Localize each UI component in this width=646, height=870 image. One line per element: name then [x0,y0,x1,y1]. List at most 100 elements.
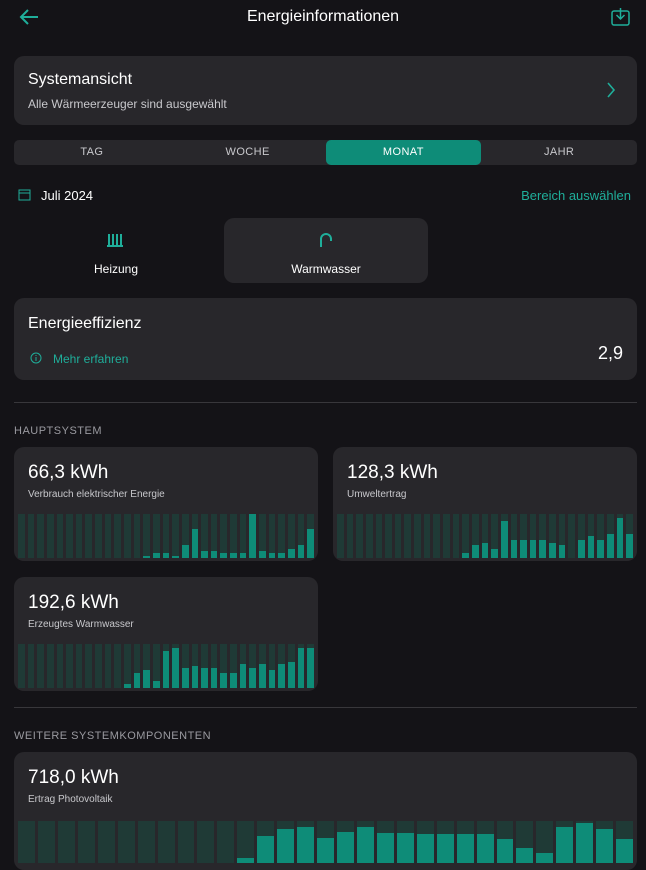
bar-track [56,644,64,688]
bar-track [462,514,469,558]
bar-track [220,514,228,558]
bar-track [337,821,354,863]
bar [133,672,141,688]
bar-track [346,514,354,558]
bar-track [520,514,527,558]
bar-track [268,644,276,688]
bar [152,681,160,688]
bar [259,663,266,688]
bar [278,663,285,688]
bar-track [18,821,35,863]
tab[interactable]: WOCHE [225,146,270,158]
mode-tile[interactable]: Warmwasser [224,218,428,283]
bar-track [500,514,508,558]
bar [201,668,208,688]
bar-track [278,514,285,558]
bar-track [95,514,102,558]
bar [558,544,566,558]
range-link[interactable]: Bereich auswählen [521,188,631,203]
bar [181,668,189,688]
bar-track [491,514,498,558]
bar-track [516,821,534,863]
bar [556,827,574,863]
metric-card[interactable]: 718,0 kWh Ertrag Photovoltaik [14,752,637,870]
bar [520,540,527,558]
system-card[interactable]: Systemansicht Alle Wärmeerzeuger sind au… [14,56,637,125]
system-title: Systemansicht [28,71,133,88]
bar-track [57,821,75,863]
bar-track [436,821,454,863]
bar-track [396,821,414,863]
bar-track [133,644,141,688]
bar-track [587,514,595,558]
bar-track [576,821,594,863]
bar-track [143,514,150,558]
bar-track [404,514,412,558]
tab[interactable]: MONAT [325,140,482,165]
bar [597,540,604,558]
bar-track [237,821,255,863]
tab[interactable]: JAHR [543,146,575,158]
bar-track [423,514,431,558]
bar-track [249,514,257,558]
bar-track [297,821,315,863]
bar-track [27,644,35,688]
bar [287,549,295,558]
bar-track [510,514,518,558]
back-button[interactable] [18,7,40,27]
bar [277,829,295,863]
bar [297,827,315,863]
bar [191,666,199,688]
efficiency-link[interactable]: Mehr erfahren [53,352,129,366]
bar [576,823,594,863]
bar [510,540,518,558]
section-title: HAUPTSYSTEM [14,425,103,437]
bar-track [597,514,604,558]
metric-card[interactable]: 128,3 kWh Umweltertrag [333,447,637,561]
bar-track [259,514,266,558]
bar [220,672,228,688]
bar [210,668,218,688]
bar [549,542,556,558]
bar-track [259,644,266,688]
bar-track [201,644,208,688]
bar-track [307,644,314,688]
bar-track [249,644,257,688]
metric-card[interactable]: 66,3 kWh Verbrauch elektrischer Energie [14,447,318,561]
bar [237,857,255,863]
bar-track [162,644,170,688]
bar [578,540,585,558]
download-button[interactable] [611,8,631,26]
metric-value: 128,3 kWh [347,462,438,483]
tab[interactable]: TAG [80,146,104,158]
bar-track [181,514,189,558]
metric-label: Ertrag Photovoltaik [28,794,113,805]
bar [268,670,276,688]
bar-track [297,514,305,558]
bar [606,533,614,558]
metric-label: Verbrauch elektrischer Energie [28,489,165,500]
bar-track [596,821,614,863]
bar [356,827,374,863]
bar-track [85,514,93,558]
bar-track [626,514,633,558]
mode-tile[interactable]: Heizung [14,218,218,283]
mini-chart [337,514,633,558]
bar-track [287,514,295,558]
bar-track [124,644,131,688]
bar-track [95,644,102,688]
bar-track [257,821,275,863]
bar-track [556,821,574,863]
bar-track [56,514,64,558]
bar [496,838,514,863]
bar [337,831,354,863]
bar [257,835,275,863]
metric-card[interactable]: 192,6 kWh Erzeugtes Warmwasser [14,577,318,691]
bar-track [529,514,537,558]
bar-track [317,821,334,863]
bar-track [143,644,150,688]
bar-track [75,514,83,558]
bar [191,529,199,558]
bar-track [549,514,556,558]
bar-track [217,821,235,863]
